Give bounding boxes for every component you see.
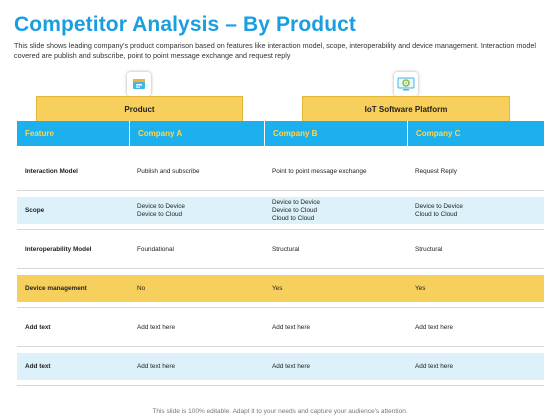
iot-platform-group-header: IoT Software Platform (302, 96, 510, 122)
company-b-cell: Add text here (272, 323, 311, 331)
product-box-icon (127, 72, 151, 96)
comparison-table: Feature Company A Company B Company C In… (17, 121, 544, 386)
company-b-cell: Device to Device Device to Cloud Cloud t… (272, 198, 320, 222)
table-row: Device management No Yes Yes (17, 275, 544, 308)
company-c-cell: Yes (415, 284, 426, 292)
table-header-row: Feature Company A Company B Company C (17, 121, 544, 146)
company-b-cell: Yes (272, 284, 283, 292)
company-a-cell: Add text here (137, 362, 176, 370)
feature-cell: Scope (25, 206, 45, 214)
table-row: Add text Add text here Add text here Add… (17, 353, 544, 386)
company-c-cell: Add text here (415, 323, 454, 331)
feature-cell: Add text (25, 323, 51, 331)
column-header-company-c: Company C (407, 121, 544, 146)
feature-cell: Device management (25, 284, 87, 292)
table-row: Add text Add text here Add text here Add… (17, 314, 544, 347)
footer-note: This slide is 100% editable. Adapt it to… (152, 408, 408, 415)
company-c-cell: Request Reply (415, 167, 457, 175)
feature-cell: Interaction Model (25, 167, 78, 175)
iot-gear-screen-icon (394, 72, 418, 96)
table-row: Interaction Model Publish and subscribe … (17, 158, 544, 191)
company-b-cell: Add text here (272, 362, 311, 370)
company-a-cell: Publish and subscribe (137, 167, 200, 175)
company-c-cell: Structural (415, 245, 443, 253)
product-group-header: Product (36, 96, 243, 122)
page-subtitle: This slide shows leading company's produ… (14, 41, 536, 60)
company-a-cell: Foundational (137, 245, 174, 253)
company-b-cell: Structural (272, 245, 300, 253)
table-row: Interoperability Model Foundational Stru… (17, 236, 544, 269)
company-c-cell: Add text here (415, 362, 454, 370)
page-title: Competitor Analysis – By Product (14, 13, 356, 36)
company-a-cell: Add text here (137, 323, 176, 331)
column-header-feature: Feature (25, 128, 54, 138)
column-header-company-a: Company A (129, 121, 264, 146)
company-a-cell: Device to Device Device to Cloud (137, 202, 185, 218)
company-a-cell: No (137, 284, 146, 292)
column-header-company-b: Company B (264, 121, 407, 146)
feature-cell: Add text (25, 362, 51, 370)
company-c-cell: Device to Device Cloud to Cloud (415, 202, 463, 218)
table-row: Scope Device to Device Device to Cloud D… (17, 197, 544, 230)
feature-cell: Interoperability Model (25, 245, 92, 253)
company-b-cell: Point to point message exchange (272, 167, 367, 175)
